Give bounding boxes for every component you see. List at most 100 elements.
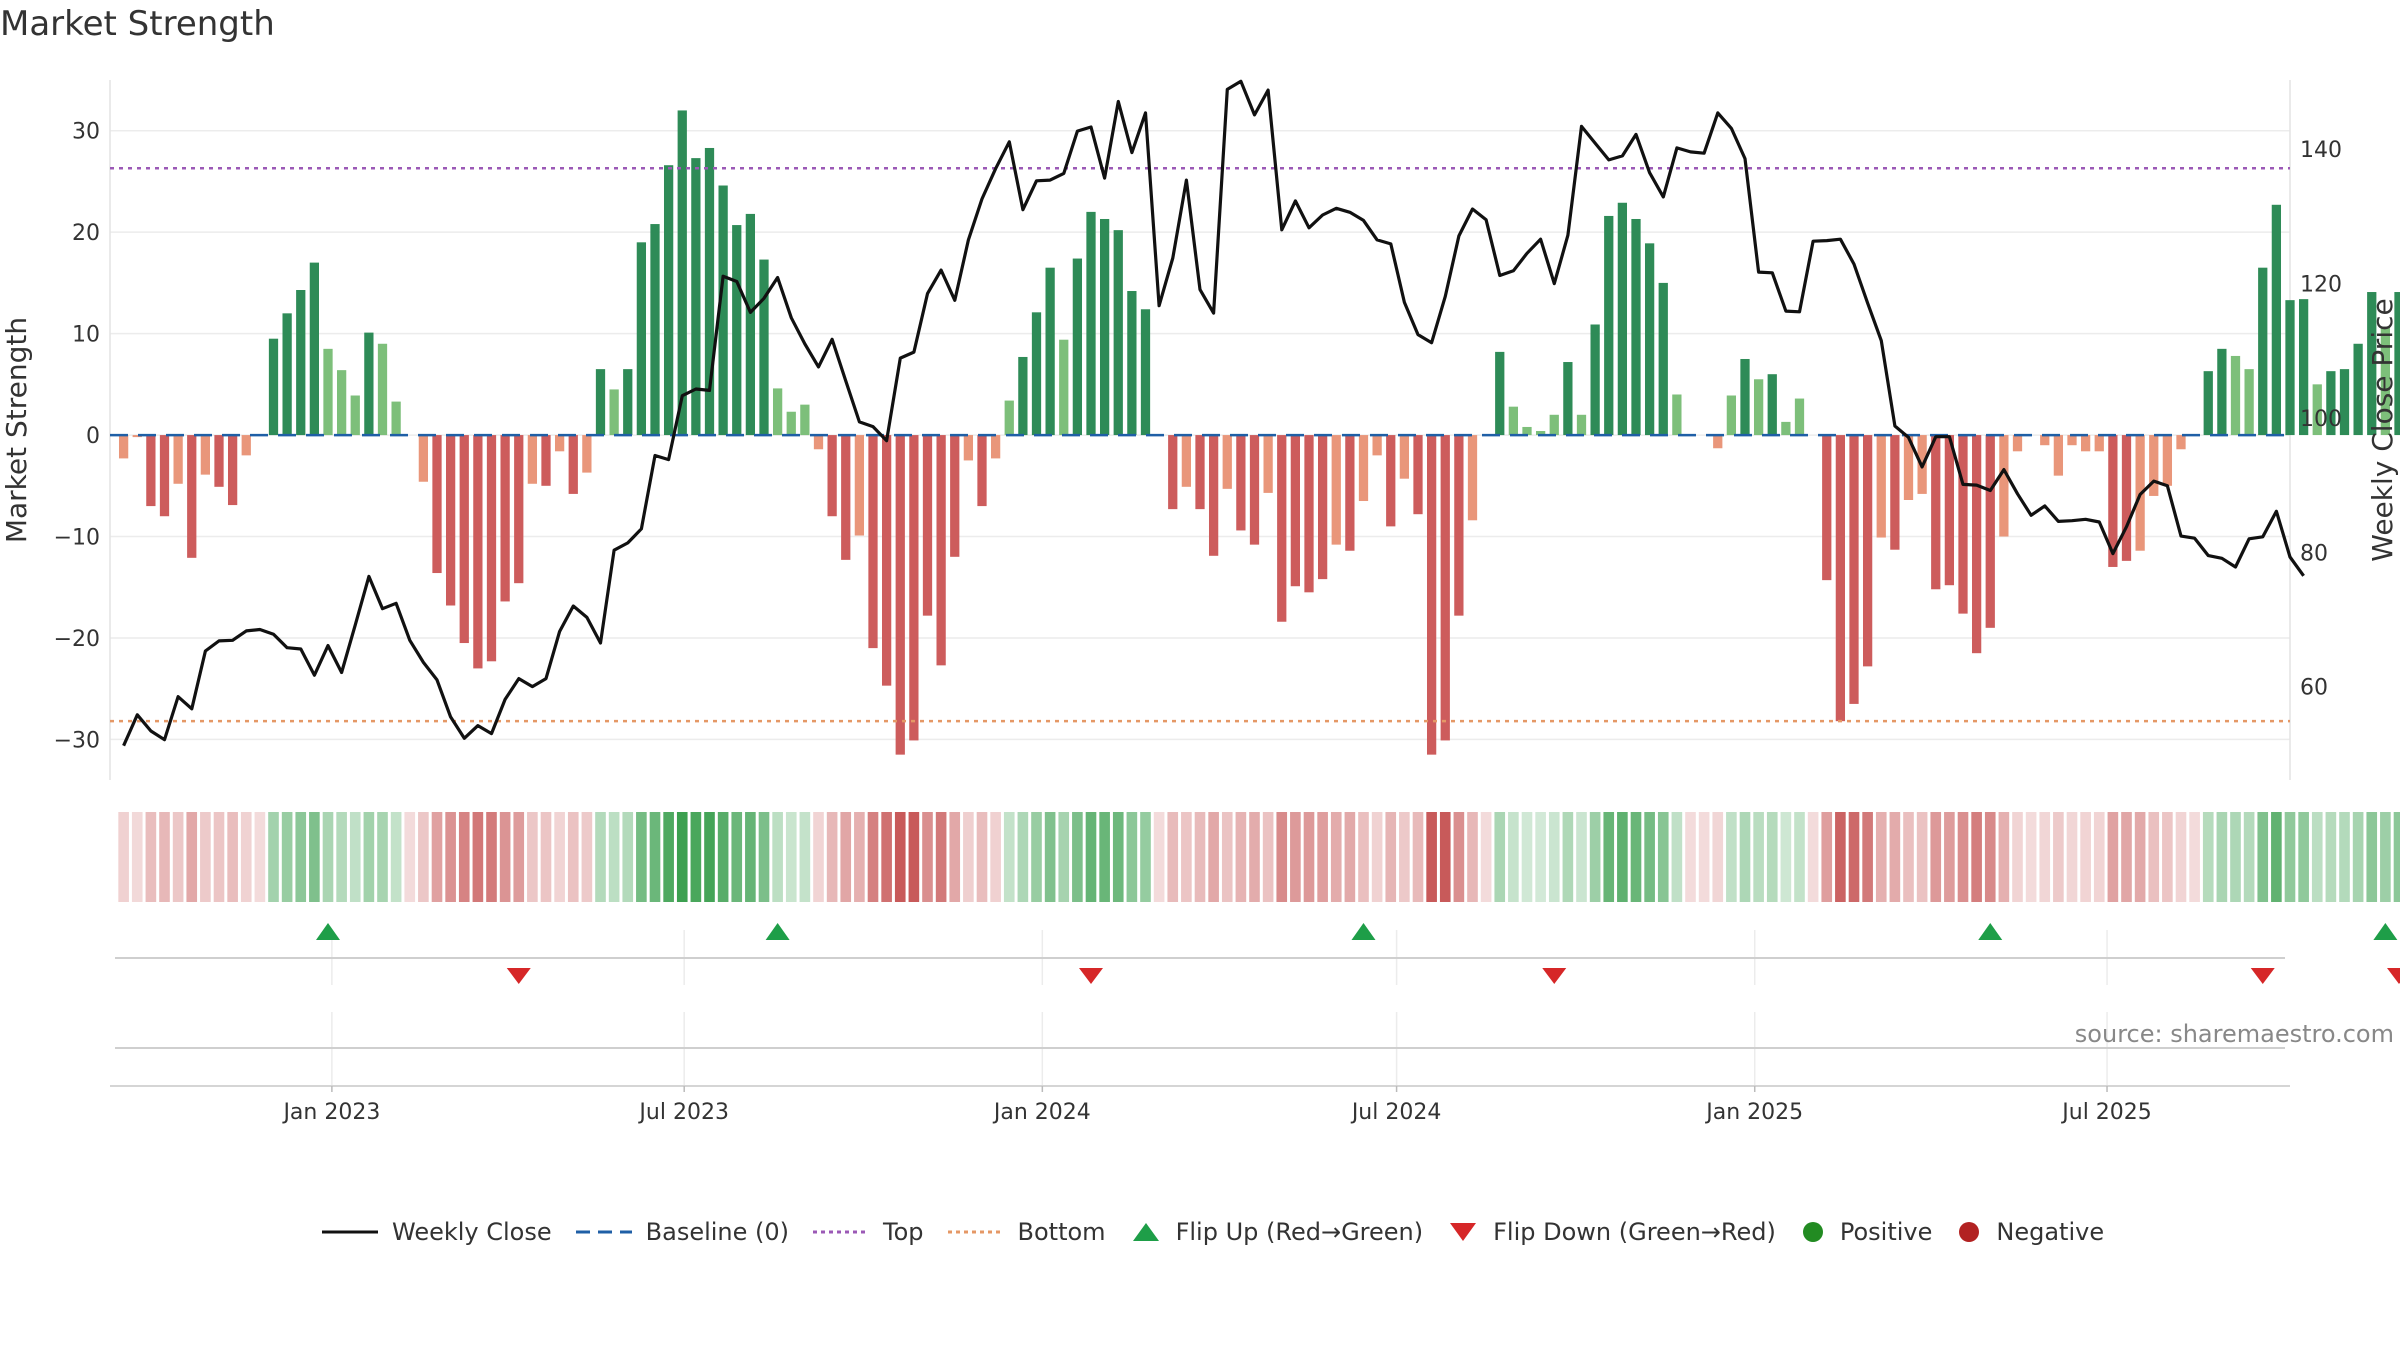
strength-bar bbox=[1426, 435, 1437, 755]
strength-heat-cell bbox=[1548, 812, 1560, 902]
strength-bar bbox=[527, 435, 538, 484]
strength-heat-cell bbox=[1208, 812, 1219, 902]
strength-bar bbox=[1099, 218, 1110, 436]
strength-bar bbox=[977, 435, 987, 507]
strength-heat-cell bbox=[1385, 812, 1397, 902]
strength-heat-cell bbox=[309, 812, 320, 902]
strength-bar bbox=[173, 435, 183, 484]
strength-bar bbox=[1181, 435, 1192, 487]
strength-heat-cell bbox=[1044, 812, 1056, 902]
strength-bar bbox=[2326, 371, 2336, 436]
strength-heat-cell bbox=[1726, 812, 1737, 902]
strength-heat-cell bbox=[1099, 812, 1110, 902]
strength-heat-cell bbox=[1085, 812, 1097, 902]
strength-bar bbox=[2394, 292, 2400, 436]
strength-heat-cell bbox=[1984, 812, 1996, 902]
strength-bar bbox=[1386, 435, 1396, 527]
strength-bar bbox=[1168, 435, 1178, 510]
strength-heat-cell bbox=[1617, 812, 1628, 902]
strength-bar bbox=[663, 165, 674, 436]
red-dot-icon bbox=[1959, 1222, 1980, 1242]
strength-heat-cell bbox=[1303, 812, 1315, 902]
baseline-dash-icon bbox=[575, 1230, 632, 1234]
strength-heat-cell bbox=[1153, 812, 1165, 902]
strength-bar bbox=[2380, 326, 2391, 436]
strength-bar bbox=[2040, 435, 2050, 446]
y-axis-title: Market Strength bbox=[0, 317, 33, 543]
strength-heat-cell bbox=[894, 812, 906, 902]
strength-bar bbox=[759, 259, 769, 436]
strength-heat-cell bbox=[2121, 812, 2132, 902]
strength-heat-cell bbox=[268, 812, 279, 902]
y-tick-label: −10 bbox=[54, 526, 100, 551]
strength-heat-cell bbox=[1780, 812, 1792, 902]
strength-bar bbox=[2298, 299, 2309, 436]
strength-bar bbox=[1862, 435, 1873, 667]
strength-bar bbox=[2367, 292, 2377, 436]
strength-heat-cell bbox=[1685, 812, 1696, 902]
strength-heat-cell bbox=[1521, 812, 1533, 902]
strength-bar bbox=[1631, 218, 1641, 436]
legend-label: Top bbox=[883, 1218, 924, 1246]
strength-heat-cell bbox=[813, 812, 824, 902]
strength-bar bbox=[227, 435, 238, 506]
strength-heat-cell bbox=[990, 812, 1001, 902]
strength-bar bbox=[1317, 435, 1328, 580]
strength-bar bbox=[2012, 435, 2023, 452]
strength-heat-cell bbox=[1290, 812, 1301, 902]
strength-heat-cell bbox=[1957, 812, 1969, 902]
strength-heat-cell bbox=[527, 812, 538, 902]
strength-bar bbox=[1535, 431, 1546, 436]
strength-bar bbox=[1290, 435, 1301, 587]
strength-heat-cell bbox=[1439, 812, 1451, 902]
weekly-close-line-icon bbox=[322, 1230, 378, 1234]
strength-bar bbox=[1072, 258, 1083, 436]
flip-down-marker bbox=[1079, 968, 1103, 984]
strength-heat-cell bbox=[2230, 812, 2241, 902]
strength-bar bbox=[1958, 435, 1968, 614]
strength-bar bbox=[1331, 435, 1341, 545]
legend-label: Bottom bbox=[1017, 1218, 1106, 1246]
strength-bar bbox=[1658, 282, 1668, 436]
strength-bar bbox=[1794, 398, 1805, 436]
strength-heat-cell bbox=[2352, 812, 2364, 902]
strength-heat-cell bbox=[1412, 812, 1424, 902]
strength-heat-cell bbox=[2093, 812, 2105, 902]
strength-bar bbox=[118, 435, 129, 459]
strength-bar bbox=[187, 435, 197, 558]
strength-bar bbox=[1495, 351, 1505, 436]
strength-bar bbox=[418, 435, 429, 482]
strength-bar bbox=[2312, 384, 2322, 436]
strength-heat-cell bbox=[963, 812, 974, 902]
x-tick-label: Jul 2024 bbox=[1350, 1100, 1442, 1125]
flip-down-marker bbox=[2250, 968, 2275, 984]
y2-tick-label: 100 bbox=[2300, 407, 2342, 432]
strength-bar bbox=[1140, 309, 1151, 436]
strength-heat-cell bbox=[1589, 812, 1601, 902]
strength-bar bbox=[963, 435, 974, 461]
strength-bar bbox=[1345, 435, 1355, 551]
strength-bar bbox=[2244, 369, 2254, 436]
strength-bar bbox=[1236, 435, 1246, 531]
strength-bar bbox=[268, 338, 279, 436]
strength-bar bbox=[1713, 435, 1723, 449]
strength-heat-cell bbox=[1058, 812, 1070, 902]
legend-label: Flip Down (Green→Red) bbox=[1493, 1218, 1776, 1246]
strength-heat-cell bbox=[2284, 812, 2296, 902]
strength-bar bbox=[1726, 395, 1737, 436]
strength-heat-cell bbox=[1358, 812, 1369, 902]
strength-heat-cell bbox=[486, 812, 497, 902]
legend-top: Top bbox=[811, 1218, 924, 1246]
flip-up-marker bbox=[2373, 923, 2398, 940]
strength-heat-cell bbox=[731, 812, 743, 902]
strength-heat-cell bbox=[1821, 812, 1833, 902]
strength-heat-cell bbox=[295, 812, 307, 902]
strength-heat-cell bbox=[1862, 812, 1873, 902]
strength-bar bbox=[772, 388, 783, 436]
strength-heat-cell bbox=[826, 812, 838, 902]
strength-heat-cell bbox=[1739, 812, 1751, 902]
strength-heat-cell bbox=[1072, 812, 1083, 902]
strength-bar bbox=[1508, 406, 1519, 436]
strength-heat-cell bbox=[145, 812, 157, 902]
strength-bar bbox=[854, 435, 865, 536]
